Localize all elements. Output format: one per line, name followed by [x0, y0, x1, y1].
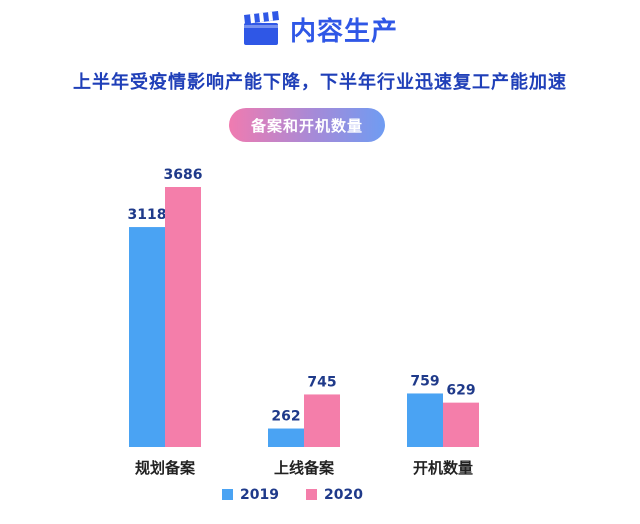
bar-value-label: 3118 [128, 207, 167, 223]
bar-value-label: 759 [410, 373, 439, 389]
bar-value-label: 745 [307, 374, 336, 390]
bar-value-label: 3686 [164, 167, 203, 183]
chart-category-pill: 备案和开机数量 [229, 108, 385, 142]
legend-label-2020: 2020 [324, 487, 363, 503]
legend-swatch-2020 [306, 489, 317, 500]
header: 内容生产 [0, 6, 640, 52]
bar-value-label: 629 [446, 383, 475, 399]
bar-2019-1 [268, 428, 304, 447]
bar-value-label: 262 [271, 409, 300, 425]
category-label: 规划备案 [135, 459, 196, 477]
clapperboard-icon [243, 11, 279, 45]
bar-2019-0 [129, 227, 165, 447]
legend-label-2019: 2019 [240, 487, 279, 503]
category-label: 上线备案 [274, 459, 335, 477]
category-label: 开机数量 [413, 459, 473, 477]
bar-2019-2 [407, 393, 443, 447]
subtitle: 上半年受疫情影响产能下降，下半年行业迅速复工产能加速 [73, 72, 567, 93]
bar-2020-2 [443, 402, 479, 447]
legend-swatch-2019 [222, 489, 233, 500]
bar-2020-1 [304, 394, 340, 447]
bar-chart: 3118 3686 规划备案 262 745 上线备案 759 629 开机数量 2019 2020 [128, 167, 479, 503]
bar-2020-0 [165, 187, 201, 447]
page-title: 内容生产 [289, 16, 398, 47]
